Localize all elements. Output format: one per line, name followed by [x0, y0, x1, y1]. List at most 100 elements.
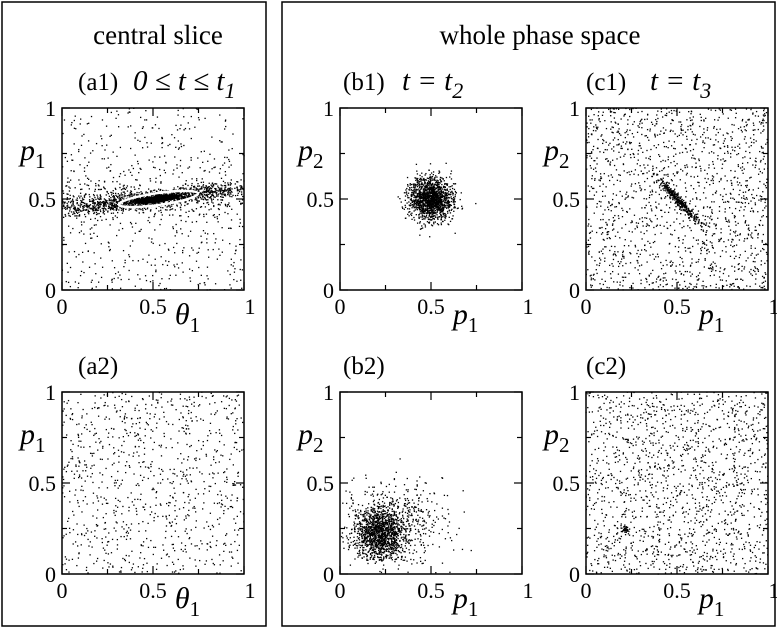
scatter-point	[216, 190, 217, 191]
scatter-point	[151, 238, 152, 239]
scatter-point	[108, 242, 109, 243]
scatter-point	[710, 241, 711, 242]
scatter-point	[118, 450, 119, 451]
scatter-point	[195, 527, 196, 528]
scatter-point	[196, 202, 197, 203]
scatter-point	[196, 467, 197, 468]
scatter-point	[95, 189, 96, 190]
scatter-point	[100, 194, 101, 195]
scatter-point	[431, 191, 432, 192]
scatter-point	[730, 153, 731, 154]
scatter-point	[98, 282, 99, 283]
scatter-point	[113, 209, 114, 210]
scatter-point	[146, 119, 147, 120]
scatter-point	[398, 196, 399, 197]
scatter-point	[160, 474, 161, 475]
scatter-point	[121, 445, 122, 446]
scatter-point	[126, 417, 127, 418]
scatter-point	[82, 252, 83, 253]
scatter-point	[430, 177, 431, 178]
scatter-point	[140, 466, 141, 467]
scatter-point	[80, 394, 81, 395]
scatter-point	[198, 267, 199, 268]
scatter-point	[417, 205, 418, 206]
scatter-point	[661, 216, 662, 217]
scatter-point	[185, 193, 186, 194]
scatter-point	[450, 212, 451, 213]
scatter-point	[180, 471, 181, 472]
scatter-point	[107, 503, 108, 504]
scatter-point	[191, 187, 192, 188]
scatter-point	[433, 188, 434, 189]
scatter-point	[128, 507, 129, 508]
scatter-point	[164, 243, 165, 244]
scatter-point	[107, 487, 108, 488]
scatter-point	[110, 249, 111, 250]
scatter-point	[158, 468, 159, 469]
scatter-point	[203, 182, 204, 183]
scatter-point	[138, 410, 139, 411]
scatter-point	[441, 181, 442, 182]
scatter-point	[171, 404, 172, 405]
scatter-point	[106, 503, 107, 504]
scatter-point	[124, 175, 125, 176]
x-axis-label: p1	[697, 298, 725, 337]
scatter-point	[108, 553, 109, 554]
scatter-point	[83, 524, 84, 525]
scatter-point	[123, 521, 124, 522]
scatter-point	[82, 208, 83, 209]
scatter-point	[180, 196, 181, 197]
scatter-point	[195, 460, 196, 461]
scatter-point	[231, 259, 232, 260]
scatter-point	[129, 111, 130, 112]
scatter-point	[227, 508, 228, 509]
scatter-point	[169, 523, 170, 524]
scatter-point	[166, 554, 167, 555]
scatter-point	[126, 461, 127, 462]
scatter-point	[62, 425, 63, 426]
scatter-point	[127, 531, 128, 532]
scatter-point	[180, 569, 181, 570]
scatter-point	[137, 161, 138, 162]
scatter-point	[96, 537, 97, 538]
scatter-point	[177, 186, 178, 187]
scatter-point	[107, 191, 108, 192]
scatter-point	[81, 511, 82, 512]
scatter-point	[175, 409, 176, 410]
scatter-point	[240, 222, 241, 223]
scatter-point	[180, 228, 181, 229]
scatter-point	[424, 197, 425, 198]
scatter-point	[419, 179, 420, 180]
scatter-point	[420, 221, 421, 222]
scatter-point	[115, 515, 116, 516]
scatter-point	[64, 563, 65, 564]
scatter-point	[761, 196, 762, 197]
scatter-point	[132, 226, 133, 227]
scatter-point	[209, 473, 210, 474]
scatter-point	[229, 188, 230, 189]
scatter-point	[144, 119, 145, 120]
scatter-point	[196, 520, 197, 521]
scatter-point	[118, 114, 119, 115]
scatter-point	[117, 507, 118, 508]
scatter-point	[122, 188, 123, 189]
scatter-point	[182, 262, 183, 263]
scatter-point	[231, 565, 232, 566]
scatter-point	[230, 544, 231, 545]
scatter-point	[180, 188, 181, 189]
scatter-point	[103, 517, 104, 518]
scatter-point	[147, 192, 148, 193]
scatter-point	[172, 226, 173, 227]
scatter-point	[239, 219, 240, 220]
scatter-point	[183, 247, 184, 248]
scatter-point	[411, 219, 412, 220]
scatter-point	[94, 212, 95, 213]
scatter-point	[225, 204, 226, 205]
scatter-point	[188, 502, 189, 503]
scatter-point	[153, 203, 154, 204]
scatter-point	[200, 418, 201, 419]
time-subscript: 1	[224, 78, 235, 103]
scatter-point	[212, 477, 213, 478]
scatter-point	[107, 405, 108, 406]
scatter-point	[200, 236, 201, 237]
